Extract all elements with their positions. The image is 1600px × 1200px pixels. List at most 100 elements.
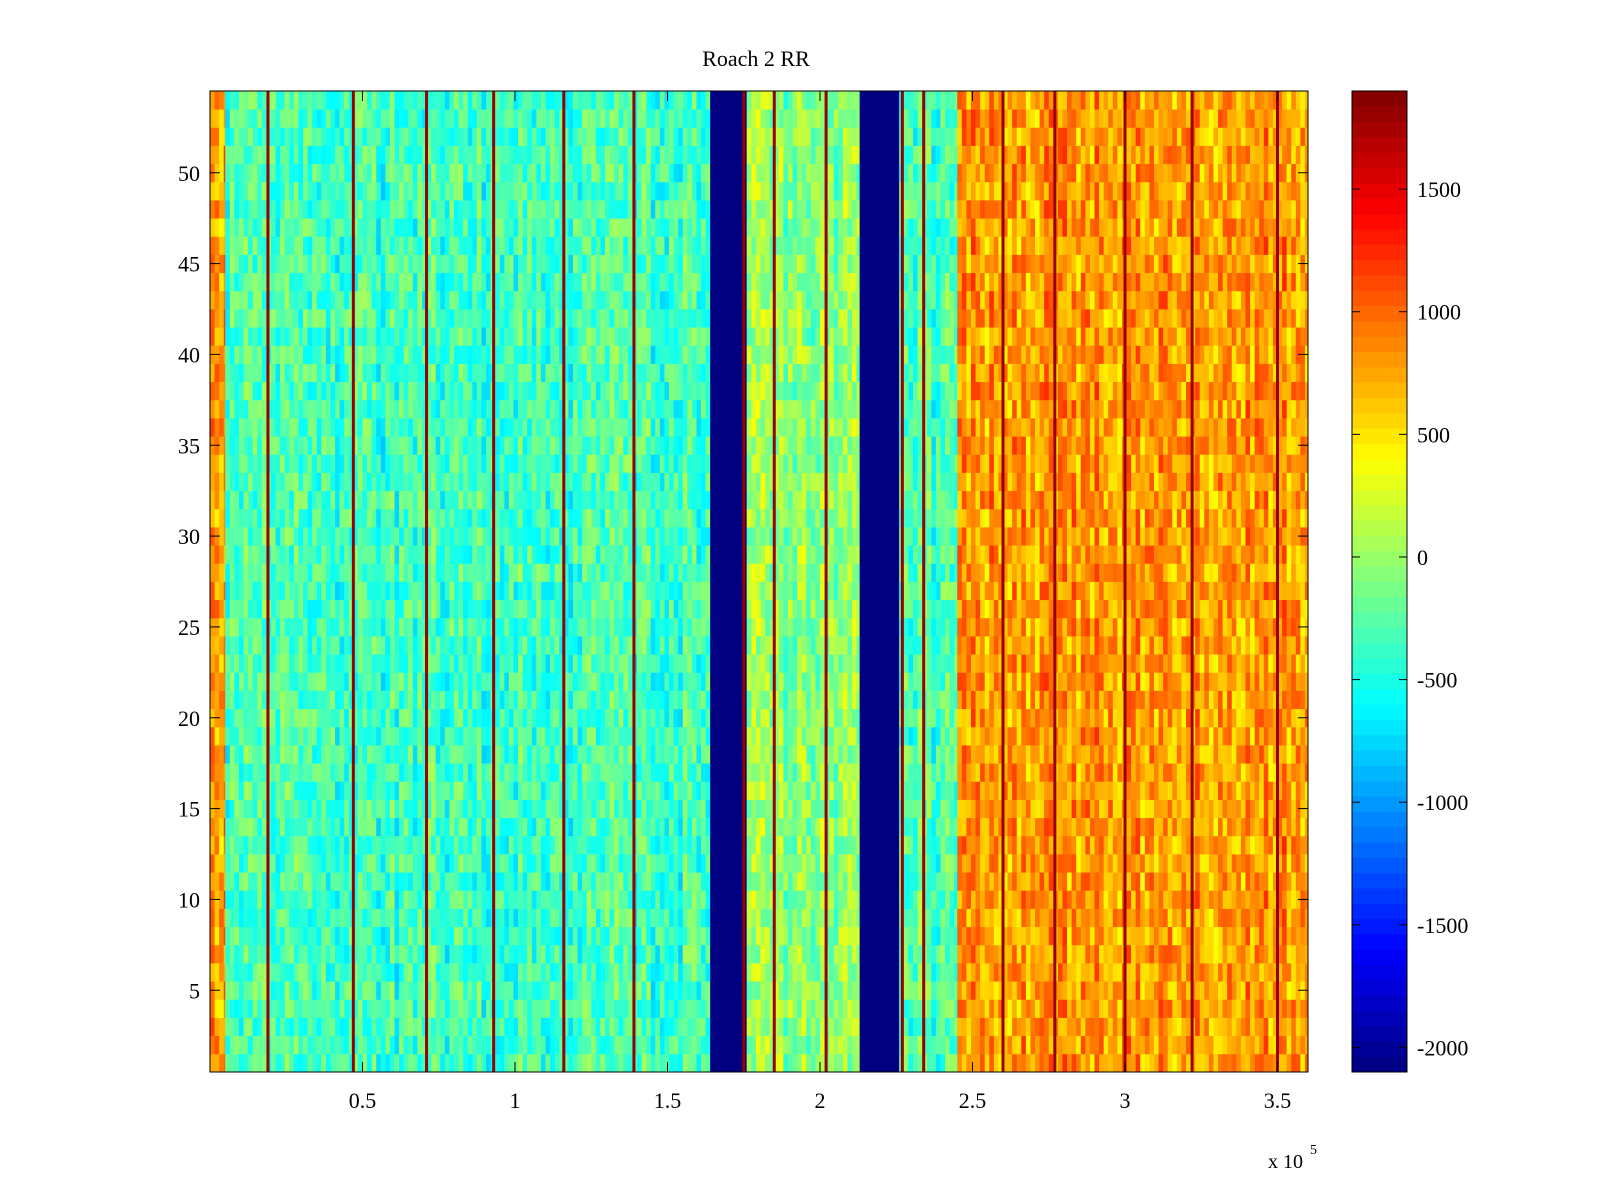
heatmap-cell bbox=[444, 726, 450, 746]
heatmap-cell bbox=[389, 726, 395, 746]
heatmap-cell bbox=[559, 109, 565, 128]
heatmap-cell bbox=[330, 508, 336, 528]
heatmap-cell bbox=[486, 127, 491, 146]
heatmap-cell bbox=[394, 454, 400, 473]
heatmap-cell bbox=[417, 781, 423, 800]
heatmap-cell bbox=[614, 690, 620, 710]
heatmap-cell bbox=[568, 418, 574, 437]
heatmap-cell bbox=[550, 454, 556, 473]
heatmap-cell bbox=[563, 1053, 569, 1073]
heatmap-cell bbox=[408, 981, 414, 1000]
heatmap-cell bbox=[261, 127, 267, 146]
heatmap-cell bbox=[559, 581, 565, 601]
heatmap-cell bbox=[339, 745, 345, 764]
heatmap-cell bbox=[348, 454, 354, 473]
heatmap-cell bbox=[536, 145, 542, 165]
heatmap-cell bbox=[513, 726, 519, 746]
heatmap-cell bbox=[225, 872, 231, 891]
heatmap-cell bbox=[289, 345, 295, 364]
heatmap-cell bbox=[572, 345, 578, 364]
heatmap-cell bbox=[257, 91, 263, 110]
heatmap-cell bbox=[458, 309, 464, 328]
heatmap-cell bbox=[403, 436, 409, 455]
heatmap-cell bbox=[476, 1035, 482, 1055]
heatmap-cell bbox=[219, 272, 225, 292]
heatmap-cell bbox=[252, 200, 258, 219]
heatmap-cell bbox=[568, 926, 574, 946]
heatmap-cell bbox=[563, 690, 569, 710]
heatmap-cell bbox=[472, 944, 478, 964]
heatmap-cell bbox=[559, 545, 565, 564]
heatmap-cell bbox=[586, 508, 592, 528]
heatmap-cell bbox=[559, 1053, 565, 1073]
heatmap-cell bbox=[582, 418, 588, 437]
heatmap-cell bbox=[234, 472, 240, 492]
heatmap-cell bbox=[234, 309, 240, 328]
heatmap-cell bbox=[234, 872, 240, 891]
heatmap-cell bbox=[214, 835, 220, 855]
heatmap-cell bbox=[600, 690, 606, 710]
heatmap-cell bbox=[614, 1035, 620, 1055]
heatmap-cell bbox=[595, 236, 601, 255]
heatmap-cell bbox=[271, 1053, 276, 1073]
heatmap-cell bbox=[223, 908, 226, 928]
heatmap-cell bbox=[385, 981, 391, 1000]
heatmap-cell bbox=[481, 472, 487, 492]
heatmap-cell bbox=[234, 981, 240, 1000]
heatmap-cell bbox=[572, 963, 578, 982]
heatmap-cell bbox=[545, 272, 551, 292]
heatmap-cell bbox=[223, 418, 226, 437]
heatmap-cell bbox=[476, 381, 482, 401]
heatmap-cell bbox=[223, 545, 226, 564]
heatmap-cell bbox=[444, 145, 450, 165]
heatmap-cell bbox=[348, 418, 354, 437]
heatmap-cell bbox=[518, 200, 524, 219]
heatmap-cell bbox=[559, 236, 565, 255]
heatmap-cell bbox=[444, 581, 450, 601]
heatmap-cell bbox=[385, 1035, 391, 1055]
heatmap-cell bbox=[362, 890, 368, 909]
heatmap-cell bbox=[225, 1017, 231, 1037]
heatmap-cell bbox=[271, 309, 276, 328]
heatmap-cell bbox=[572, 381, 578, 401]
heatmap-cell bbox=[261, 200, 267, 219]
heatmap-cell bbox=[559, 490, 565, 510]
heatmap-cell bbox=[609, 944, 615, 964]
heatmap-cell bbox=[531, 145, 537, 165]
heatmap-cell bbox=[463, 890, 469, 909]
heatmap-cell bbox=[225, 944, 231, 964]
heatmap-cell bbox=[234, 563, 240, 582]
heatmap-cell bbox=[321, 872, 327, 891]
heatmap-cell bbox=[394, 999, 400, 1018]
heatmap-cell bbox=[280, 672, 286, 691]
heatmap-cell bbox=[289, 799, 295, 819]
heatmap-cell bbox=[248, 854, 254, 873]
heatmap-cell bbox=[508, 418, 514, 437]
heatmap-cell bbox=[275, 345, 281, 364]
heatmap-cell bbox=[481, 581, 487, 601]
heatmap-cell bbox=[248, 617, 254, 637]
heatmap-cell bbox=[508, 527, 514, 546]
heatmap-cell bbox=[627, 763, 633, 782]
heatmap-cell bbox=[399, 345, 405, 364]
heatmap-cell bbox=[280, 363, 286, 383]
heatmap-cell bbox=[298, 963, 304, 982]
heatmap-cell bbox=[527, 672, 533, 691]
heatmap-cell bbox=[252, 490, 258, 510]
heatmap-cell bbox=[367, 218, 373, 237]
heatmap-cell bbox=[399, 109, 405, 128]
heatmap-cell bbox=[454, 490, 459, 510]
heatmap-cell bbox=[435, 272, 441, 292]
heatmap-cell bbox=[380, 835, 386, 855]
heatmap-cell bbox=[444, 91, 450, 110]
heatmap-cell bbox=[261, 999, 267, 1018]
heatmap-cell bbox=[280, 327, 286, 346]
heatmap-cell bbox=[289, 399, 295, 419]
heatmap-cell bbox=[431, 381, 437, 401]
heatmap-cell bbox=[563, 272, 569, 292]
heatmap-cell bbox=[449, 999, 455, 1018]
heatmap-cell bbox=[408, 799, 414, 819]
heatmap-cell bbox=[248, 91, 254, 110]
heatmap-cell bbox=[600, 581, 606, 601]
heatmap-cell bbox=[219, 781, 225, 800]
